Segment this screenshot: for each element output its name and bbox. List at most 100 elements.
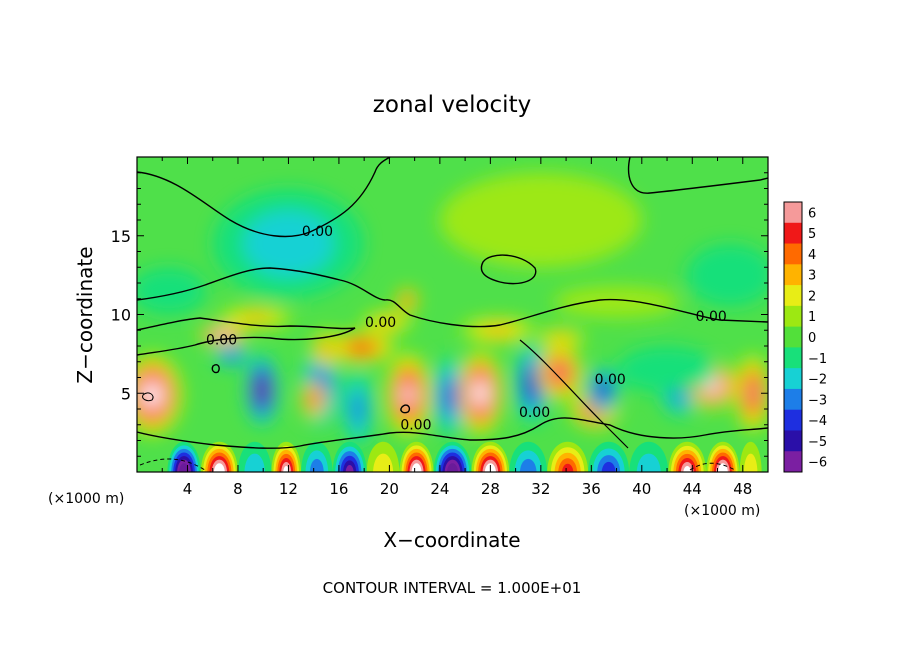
field-cell-20-4 (598, 383, 608, 397)
colorbar-label-10: −4 (808, 414, 827, 429)
colorbar-swatch-0 (784, 202, 802, 224)
contour-label-1: 0.00 (696, 309, 727, 325)
x-axis-label: X−coordinate (383, 528, 520, 552)
colorbar-swatch-10 (784, 409, 802, 431)
contour-upper-right (627, 157, 768, 194)
contour-label-5: 0.00 (519, 405, 550, 421)
contour-upper (137, 157, 391, 238)
field-cell-12-2 (351, 392, 365, 426)
velocity-field (137, 172, 768, 472)
colorbar-swatch-2 (784, 243, 802, 265)
y-axis-label: Z−coordinate (73, 246, 97, 383)
colorbar-label-8: −2 (808, 373, 827, 388)
contour-small-2 (400, 404, 411, 414)
colorbar-label-0: 6 (808, 206, 816, 221)
band-cell-12-4 (562, 463, 574, 472)
colorbar-label-12: −6 (808, 456, 827, 471)
field-cell-9-2 (376, 317, 398, 328)
field-cell-24-1 (243, 210, 334, 277)
colorbar-swatch-8 (784, 368, 802, 390)
field-cell-3-2 (239, 312, 272, 323)
field-cell-19-2 (550, 334, 572, 343)
colorbar-label-11: −5 (808, 435, 827, 450)
band-cell-9-7 (449, 466, 456, 472)
x-tick-label-3: 16 (329, 480, 348, 498)
field-cell-13-3 (444, 382, 456, 411)
contour-loop-mid (480, 254, 537, 285)
contour-shear-layer (137, 267, 768, 328)
x-axis-ticks: 4 8 12 16 20 24 28 32 36 40 44 48 (161, 157, 752, 498)
band-cell-6-5 (345, 465, 354, 472)
contour-bottom-dashed-2 (689, 462, 736, 471)
band-cell-13-3 (601, 461, 616, 472)
x-tick-label-7: 32 (531, 480, 550, 498)
field-cell-14-7 (476, 385, 485, 401)
contour-label-3: 0.00 (365, 315, 396, 331)
x-unit-right: (×1000 m) (684, 503, 760, 519)
x-tick-label-1: 8 (233, 480, 243, 498)
contour-interval-note: CONTOUR INTERVAL = 1.000E+01 (323, 579, 582, 597)
field-cell-8-4 (352, 343, 371, 352)
band-cell-4-6 (283, 466, 290, 472)
field-cell-15-2 (481, 324, 515, 336)
x-tick-label-8: 36 (582, 480, 601, 498)
x-tick-label-5: 24 (430, 480, 449, 498)
y-axis-ticks: 5 10 15 (111, 172, 768, 457)
colorbar-label-5: 1 (808, 310, 816, 325)
field-cell-7-5 (310, 395, 317, 404)
contour-label-2: 0.00 (206, 332, 237, 348)
contour-label-0: 0.00 (302, 224, 333, 240)
field-cell-29-0 (137, 267, 207, 315)
field-cell-4-6 (258, 382, 266, 398)
colorbar-swatch-4 (784, 285, 802, 307)
colorbar-frame (783, 201, 803, 473)
band-cell-1-7 (181, 466, 187, 472)
field-cell-11-6 (403, 386, 413, 404)
field-cell-25-0 (439, 172, 642, 268)
band-cell-16-7 (719, 466, 726, 472)
x-tick-label-4: 20 (380, 480, 399, 498)
x-tick-label-0: 4 (183, 480, 193, 498)
colorbar-swatch-11 (784, 430, 802, 452)
contour-bottom-dashed (139, 458, 206, 471)
colorbar-swatch-7 (784, 347, 802, 369)
band-cell-3-1 (244, 453, 265, 472)
x-tick-label-6: 28 (481, 480, 500, 498)
colorbar: 6 5 4 3 2 1 0 −1 −2 −3 −4 −5 −6 (783, 201, 827, 473)
x-tick-label-2: 12 (279, 480, 298, 498)
colorbar-label-6: 0 (808, 331, 816, 346)
contour-small-1 (211, 363, 220, 374)
contour-labels: 0.00 0.00 0.00 0.00 0.00 0.00 0.00 (206, 224, 727, 434)
field-cell-16-4 (527, 372, 537, 395)
colorbar-swatch-12 (784, 451, 802, 473)
colorbar-label-3: 3 (808, 269, 816, 284)
band-cell-17-1 (743, 453, 758, 472)
colorbar-swatch-6 (784, 326, 802, 348)
y-tick-label-0: 5 (121, 384, 131, 403)
field-cell-22-7 (708, 381, 717, 390)
x-unit-left: (×1000 m) (48, 491, 124, 507)
colorbar-label-7: −1 (808, 352, 827, 367)
y-tick-label-2: 15 (111, 227, 131, 246)
field-cell-23-5 (748, 384, 757, 403)
field-cell-10-4 (403, 296, 411, 304)
chart-title: zonal velocity (373, 92, 531, 118)
colorbar-label-2: 4 (808, 248, 816, 263)
x-tick-label-11: 48 (733, 480, 752, 498)
y-tick-label-1: 10 (111, 306, 131, 325)
colorbar-label-4: 2 (808, 289, 816, 304)
band-cell-14-1 (636, 453, 661, 472)
colorbar-swatch-5 (784, 305, 802, 328)
colorbar-label-9: −3 (808, 393, 827, 408)
colorbar-swatch-1 (784, 222, 802, 245)
field-cell-1-7 (218, 333, 228, 337)
contour-diag (519, 339, 629, 449)
x-tick-label-10: 44 (683, 480, 702, 498)
field-cell-28-0 (616, 346, 718, 394)
x-tick-label-9: 40 (632, 480, 651, 498)
band-cell-11-2 (520, 458, 537, 472)
zero-contours (137, 157, 768, 471)
field-cell-27-0 (685, 243, 768, 307)
